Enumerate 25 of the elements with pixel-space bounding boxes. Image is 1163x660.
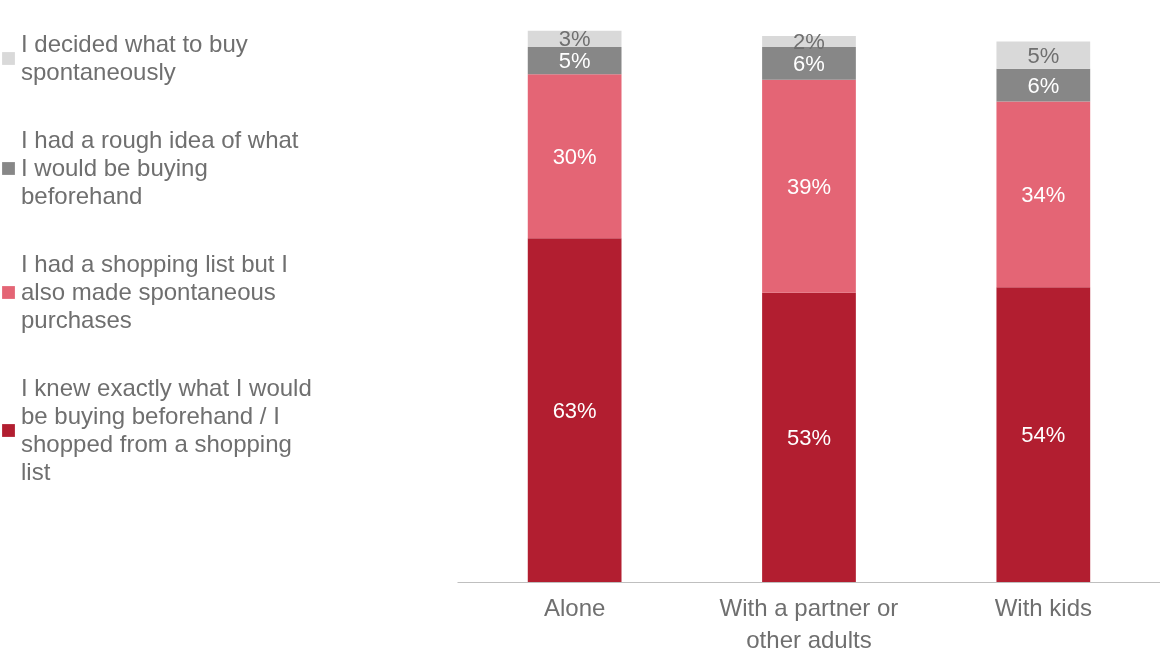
x-tick-label: Alone: [543, 593, 606, 621]
legend-label: I knew exactly what I would be buying beforehand / I shopped from a shopping list: [21, 374, 312, 486]
data-label: 6%: [1027, 72, 1060, 98]
bar: [527, 238, 622, 583]
bar: [762, 79, 856, 293]
bar: [996, 41, 1091, 69]
data-label: 54%: [1021, 422, 1066, 448]
bar: [527, 46, 622, 75]
x-tick-label: With kids: [994, 593, 1093, 621]
data-label: 53%: [786, 425, 832, 451]
legend-label: I decided what to buy spontaneously: [21, 30, 248, 86]
bar: [996, 287, 1091, 583]
data-label: 63%: [552, 397, 597, 423]
data-label: 34%: [1021, 181, 1066, 207]
data-label: 30%: [552, 143, 597, 169]
x-tick-label: With a partner or other adults: [719, 593, 899, 653]
bar: [762, 292, 856, 583]
bar: [527, 74, 622, 239]
legend-label: I had a rough idea of what I would be buying beforehand: [21, 126, 299, 210]
data-label: 5%: [1027, 42, 1060, 68]
data-label: 39%: [786, 173, 832, 199]
bar: [996, 68, 1091, 102]
bar: [996, 101, 1091, 288]
legend-label: I had a shopping list but I also made spontaneous purchases: [21, 250, 288, 334]
data-label: 6%: [793, 50, 825, 76]
